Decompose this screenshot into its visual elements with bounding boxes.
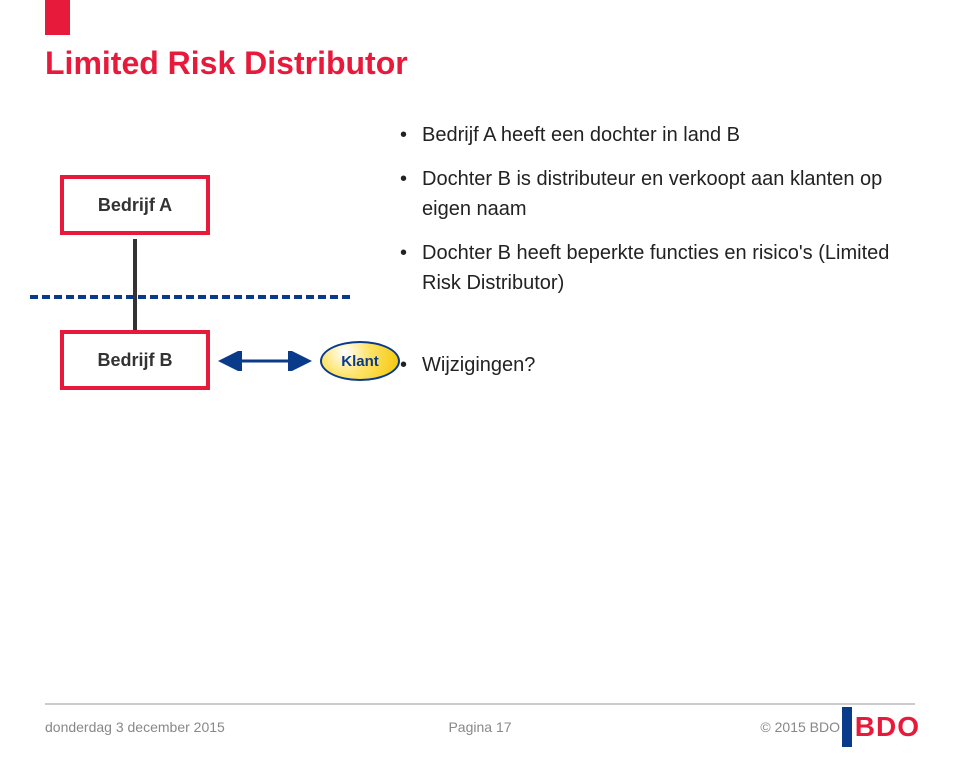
node-klant-label: Klant — [341, 353, 379, 370]
bullet-item: Wijzigingen? — [400, 350, 920, 380]
bdo-logo: BDO — [842, 707, 920, 747]
edge-a-to-b — [133, 239, 137, 330]
node-company-a-label: Bedrijf A — [98, 195, 172, 216]
bullet-item: Dochter B heeft beperkte functies en ris… — [400, 238, 920, 298]
footer-date: donderdag 3 december 2015 — [45, 719, 225, 735]
footer-copyright: © 2015 BDO — [760, 719, 840, 735]
edge-b-to-klant — [214, 351, 316, 371]
node-company-a: Bedrijf A — [60, 175, 210, 235]
node-company-b: Bedrijf B — [60, 330, 210, 390]
bullets-bottom: Wijzigingen? — [400, 350, 920, 394]
bullet-item: Dochter B is distributeur en verkoopt aa… — [400, 164, 920, 224]
accent-bar — [45, 0, 70, 35]
footer-divider — [45, 703, 915, 705]
node-company-b-label: Bedrijf B — [97, 350, 172, 371]
node-klant: Klant — [320, 341, 400, 381]
bullets-top: Bedrijf A heeft een dochter in land B Do… — [400, 120, 920, 312]
page-title: Limited Risk Distributor — [45, 45, 408, 82]
country-border-divider — [30, 295, 350, 299]
footer-page: Pagina 17 — [448, 719, 511, 735]
bullet-item: Bedrijf A heeft een dochter in land B — [400, 120, 920, 150]
bdo-logo-text: BDO — [855, 711, 920, 743]
slide-page: Limited Risk Distributor Bedrijf A Bedri… — [0, 0, 960, 765]
bdo-logo-bar-icon — [842, 707, 852, 747]
